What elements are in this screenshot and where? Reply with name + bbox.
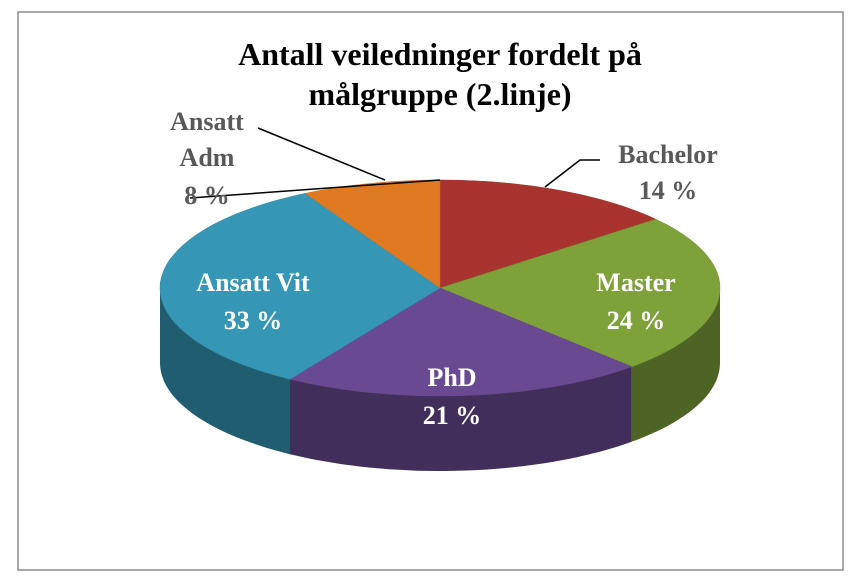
slice-side [290,366,632,471]
slice-label: Master [596,268,676,297]
slice [304,179,441,289]
value-label: 21 % [422,401,482,430]
leader-line [257,127,386,181]
slice-side [631,288,720,442]
slice-label: Ansatt Vit [196,268,310,297]
leader-line [544,159,600,188]
value-label: 14 % [638,176,698,205]
slice [159,193,441,380]
slice [289,287,633,397]
value-label: 8 % [184,181,230,210]
slice-label: Ansatt Adm [170,107,244,172]
slice [439,218,721,367]
value-label: 33 % [223,306,283,335]
slice-label: PhD [427,363,477,392]
slice-side [160,288,290,455]
slice-label: Bachelor [618,140,718,169]
leader-line [189,179,441,199]
slice [439,179,657,289]
chart-title: Antall veiledninger fordelt på målgruppe… [238,36,642,112]
value-label: 24 % [606,306,666,335]
